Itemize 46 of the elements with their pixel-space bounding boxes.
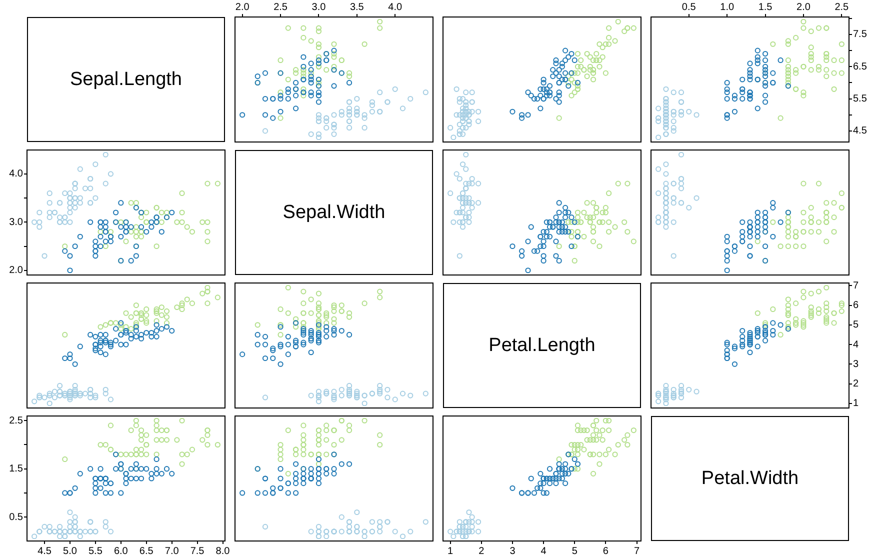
y-tick-label: 7	[853, 280, 859, 292]
x-tick-label: 5	[572, 546, 578, 556]
y-tick-label: 1	[853, 398, 859, 410]
x-tick-label: 3.0	[312, 2, 326, 13]
x-tick-label: 2.5	[274, 2, 288, 13]
y-tick-label: 0.5	[9, 512, 24, 523]
x-tick-label: 5.5	[88, 546, 103, 556]
y-tick-label: 7.5	[853, 29, 868, 40]
x-tick-label: 5.0	[63, 546, 78, 556]
x-tick-label: 3	[510, 546, 516, 556]
x-tick-label: 7.5	[190, 546, 205, 556]
x-tick-label: 6.0	[114, 546, 128, 556]
text: Sepal.Width	[282, 202, 386, 224]
x-tick-label: 2.0	[796, 2, 811, 13]
x-tick-label: 4	[540, 546, 547, 556]
y-tick-label: 1.5	[9, 464, 24, 475]
x-tick-label: 1.0	[720, 2, 734, 13]
y-tick-label: 2	[853, 378, 859, 390]
x-tick-label: 2.5	[834, 2, 850, 13]
x-tick-label: 6.5	[139, 546, 154, 556]
x-tick-label: 2	[478, 546, 485, 556]
x-tick-label: 4.5	[38, 546, 52, 556]
x-tick-label: 1	[448, 546, 454, 556]
x-tick-label: 3.5	[350, 2, 364, 13]
x-tick-label: 7.0	[164, 546, 180, 556]
x-tick-label: 8.0	[216, 546, 230, 556]
text: Sepal.Length	[70, 68, 182, 90]
x-tick-label: 2.0	[235, 2, 250, 13]
y-tick-label: 2.5	[9, 415, 24, 426]
text: Petal.Length	[488, 334, 596, 356]
y-tick-label: 4	[853, 339, 859, 350]
text: Petal.Width	[701, 468, 799, 490]
y-tick-label: 6	[853, 300, 859, 312]
x-tick-label: 4.0	[388, 2, 402, 13]
y-tick-label: 6.5	[853, 61, 868, 72]
y-tick-label: 3	[853, 358, 859, 370]
y-tick-label: 5.5	[853, 94, 868, 105]
y-tick-label: 4.5	[853, 126, 868, 137]
y-tick-label: 3.0	[9, 216, 24, 228]
x-tick-label: 0.5	[682, 2, 696, 13]
x-tick-label: 1.5	[758, 2, 773, 13]
x-tick-label: 6	[602, 546, 609, 556]
y-tick-label: 4.0	[9, 168, 24, 180]
y-tick-label: 5	[853, 320, 859, 331]
x-tick-label: 7	[634, 546, 640, 556]
y-tick-label: 2.0	[9, 265, 24, 276]
